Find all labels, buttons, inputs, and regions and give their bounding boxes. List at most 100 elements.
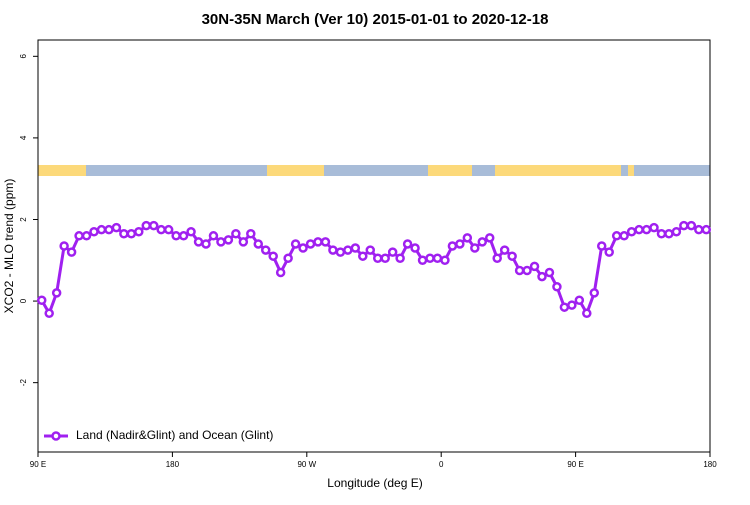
x-tick-label: 90 E [30, 460, 46, 469]
data-point [66, 247, 77, 257]
data-point [350, 243, 361, 253]
data-point [634, 224, 644, 235]
data-point [462, 233, 473, 243]
data-point [417, 255, 428, 266]
data-point [186, 226, 196, 237]
data-point [544, 267, 555, 278]
x-tick-label: 90 W [297, 460, 316, 469]
data-point [216, 237, 226, 247]
land-band [267, 165, 324, 176]
y-tick-label: 6 [19, 54, 28, 59]
data-point [559, 302, 570, 312]
data-point [387, 247, 398, 257]
data-point [611, 231, 622, 241]
data-point [358, 251, 368, 261]
data-point [671, 226, 682, 237]
land-band [428, 165, 472, 176]
data-point [686, 220, 697, 231]
data-point [664, 229, 674, 239]
data-point [134, 226, 144, 237]
data-point [253, 239, 264, 249]
x-tick-label: 90 E [567, 460, 583, 469]
data-point [499, 245, 510, 255]
data-point [380, 253, 390, 263]
data-point [51, 288, 62, 298]
x-axis-label: Longitude (deg E) [327, 476, 422, 490]
y-tick-label: 4 [19, 135, 28, 140]
data-point [156, 224, 166, 235]
data-point [410, 243, 420, 253]
data-point [104, 224, 114, 235]
data-point [36, 295, 47, 306]
data-point [119, 229, 129, 239]
data-point [679, 220, 689, 231]
y-tick-label: -2 [19, 379, 28, 387]
data-point [193, 237, 204, 247]
x-tick-label: 0 [439, 460, 444, 469]
data-point [641, 224, 652, 235]
data-point [701, 224, 712, 235]
data-point [432, 253, 443, 263]
land-band [628, 165, 634, 176]
data-point [208, 231, 219, 241]
data-point [507, 251, 517, 261]
ocean-band [38, 165, 710, 176]
data-point [649, 222, 659, 233]
data-point [223, 235, 234, 245]
data-point [552, 282, 562, 292]
data-point [522, 265, 532, 276]
data-point [96, 224, 107, 235]
data-point [484, 233, 495, 243]
data-point [148, 220, 159, 231]
data-point [470, 243, 480, 253]
data-point [320, 237, 331, 247]
data-point [477, 237, 488, 247]
data-point [81, 231, 92, 241]
data-point [604, 247, 614, 257]
data-point [231, 229, 241, 239]
data-point [74, 231, 84, 241]
data-point [514, 265, 525, 276]
data-point [313, 237, 323, 247]
data-point [238, 237, 249, 247]
data-point [619, 231, 629, 241]
data-point [141, 220, 152, 231]
data-point [178, 231, 189, 241]
land-ocean-band [38, 165, 710, 176]
data-point [305, 239, 316, 249]
data-point [589, 288, 600, 298]
data-point [89, 226, 99, 237]
data-point [44, 308, 54, 319]
data-point [372, 253, 383, 263]
legend-label: Land (Nadir&Glint) and Ocean (Glint) [76, 428, 273, 442]
plot-frame [37, 39, 711, 453]
data-point [455, 239, 465, 249]
data-point [298, 243, 308, 253]
data-point [163, 224, 174, 235]
data-point [395, 253, 405, 263]
y-axis-label: XCO2 - MLO trend (ppm) [2, 179, 16, 314]
data-point [365, 245, 376, 255]
data-point [59, 241, 69, 251]
data-point [260, 245, 271, 255]
data-point [567, 300, 577, 310]
data-point [283, 253, 293, 263]
data-point [201, 239, 211, 249]
chart-title: 30N-35N March (Ver 10) 2015-01-01 to 202… [202, 11, 549, 28]
data-point [126, 229, 137, 239]
data-point [447, 241, 458, 251]
data-point [335, 247, 346, 257]
x-tick-label: 180 [166, 460, 180, 469]
data-point [425, 253, 435, 263]
data-point [440, 255, 450, 266]
data-point [529, 261, 540, 272]
data-point [492, 253, 502, 263]
data-point [537, 271, 547, 282]
data-point [290, 239, 301, 249]
data-point [268, 251, 278, 261]
data-point [574, 295, 585, 306]
data-point [343, 245, 353, 255]
data-point [275, 267, 286, 278]
legend-marker [51, 431, 61, 441]
